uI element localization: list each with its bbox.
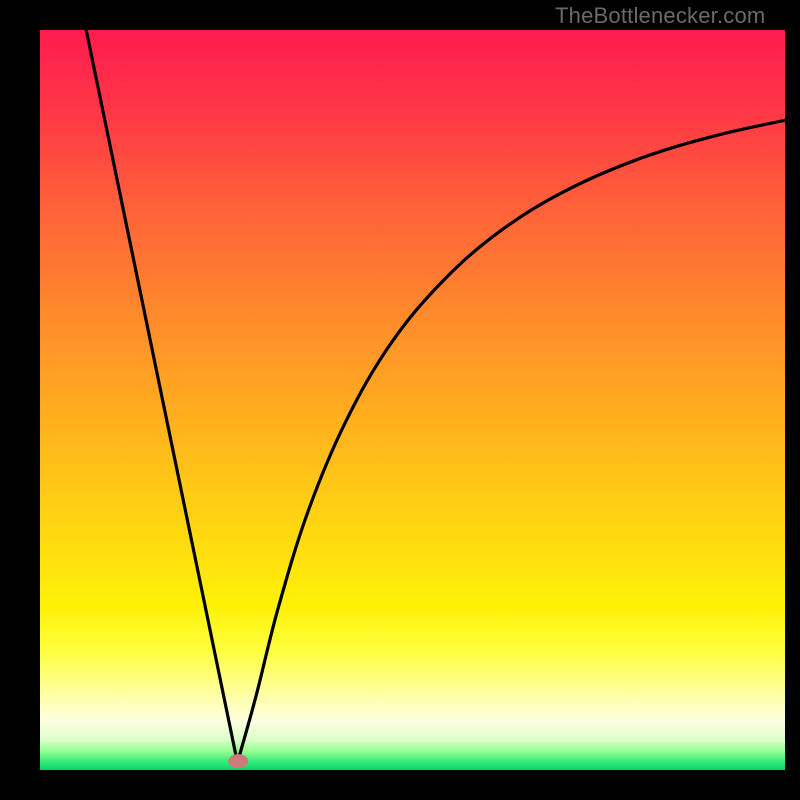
curve-right-branch xyxy=(237,120,785,762)
plot-area xyxy=(40,30,785,770)
optimal-point-marker xyxy=(228,754,248,768)
bottleneck-curve xyxy=(40,30,785,770)
watermark-text: TheBottlenecker.com xyxy=(555,3,765,29)
curve-left-branch xyxy=(86,30,237,763)
